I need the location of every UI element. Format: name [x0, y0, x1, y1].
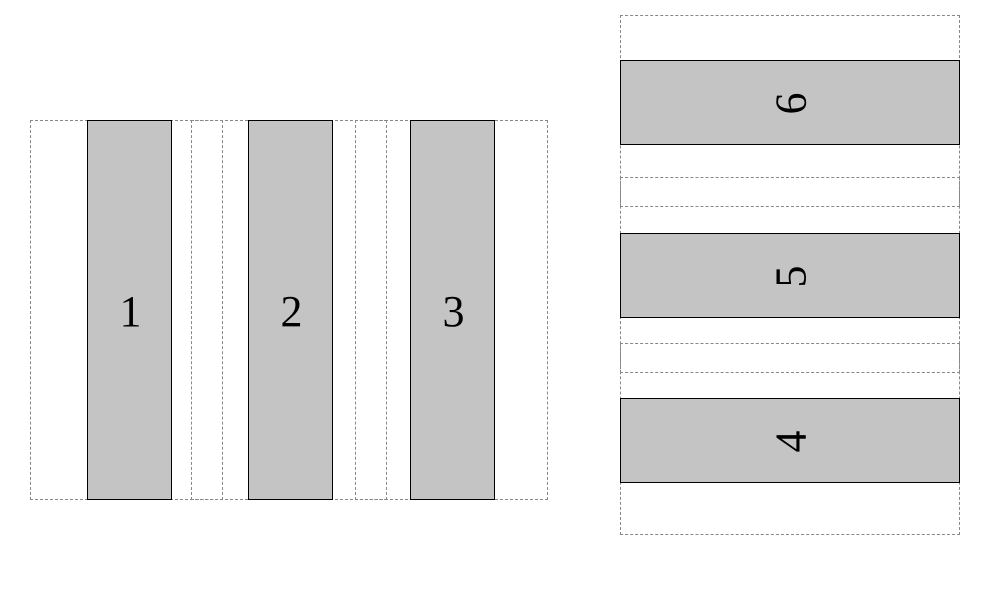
left-bar-2: 2 [248, 120, 333, 500]
left-bar-3-label: 3 [411, 121, 496, 501]
left-bar-1-label: 1 [88, 121, 173, 501]
right-bar-4-label: 4 [749, 272, 834, 612]
left-gap-box-2 [355, 120, 387, 500]
left-bar-1: 1 [87, 120, 172, 500]
left-gap-box-1 [191, 120, 223, 500]
left-bar-3: 3 [410, 120, 495, 500]
left-bar-2-label: 2 [249, 121, 334, 501]
right-bar-4: 4 [620, 398, 960, 483]
